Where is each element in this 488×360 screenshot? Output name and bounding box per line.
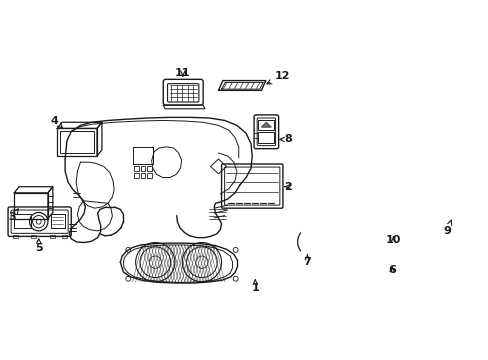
Text: 12: 12 <box>266 71 290 84</box>
Text: 1: 1 <box>251 280 259 293</box>
Text: 9: 9 <box>443 220 451 236</box>
Text: 7: 7 <box>303 255 311 267</box>
Bar <box>51 214 64 228</box>
Text: 4: 4 <box>51 116 62 127</box>
Bar <box>50 235 55 238</box>
Bar <box>396 211 405 223</box>
Bar <box>258 121 274 130</box>
Text: 2: 2 <box>284 182 291 192</box>
Bar <box>407 211 416 223</box>
Bar <box>14 214 31 228</box>
Bar <box>60 131 94 153</box>
Bar <box>134 166 139 171</box>
Bar <box>134 173 139 178</box>
Bar <box>258 132 274 143</box>
Text: 11: 11 <box>175 68 190 78</box>
Bar <box>374 211 383 223</box>
Bar <box>57 129 97 156</box>
Text: 8: 8 <box>279 135 291 144</box>
Bar <box>13 235 18 238</box>
Bar <box>359 245 372 256</box>
Text: 5: 5 <box>35 239 42 253</box>
Bar <box>140 173 145 178</box>
Bar <box>31 235 36 238</box>
Polygon shape <box>261 122 271 127</box>
Text: 10: 10 <box>385 235 400 245</box>
Bar <box>14 193 48 219</box>
Text: 6: 6 <box>387 265 395 275</box>
Bar <box>140 166 145 171</box>
Bar <box>146 173 151 178</box>
Text: 3: 3 <box>8 209 19 222</box>
Bar <box>385 211 394 223</box>
Bar <box>418 211 427 223</box>
Bar <box>62 235 67 238</box>
Bar <box>146 166 151 171</box>
